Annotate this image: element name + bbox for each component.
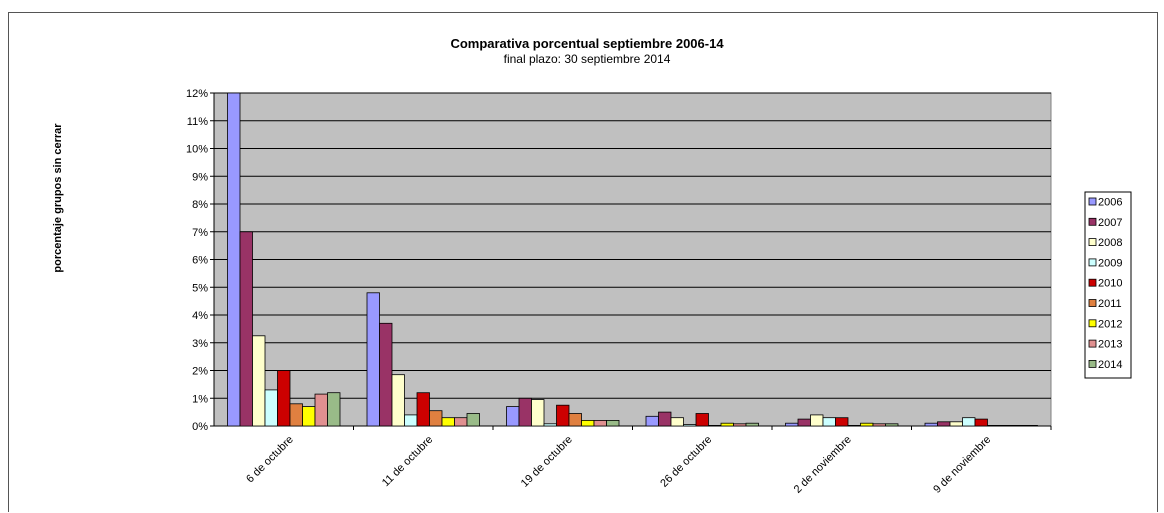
bar-2006 bbox=[786, 423, 799, 426]
legend-label-2011: 2011 bbox=[1098, 298, 1122, 310]
bar-2009 bbox=[823, 418, 836, 426]
bar-2013 bbox=[594, 420, 607, 426]
legend-swatch-2007 bbox=[1089, 218, 1096, 225]
x-tick-label: 2 de noviembre bbox=[792, 434, 854, 496]
bar-2010 bbox=[557, 405, 570, 426]
x-tick-label: 9 de noviembre bbox=[931, 434, 993, 496]
legend-swatch-2008 bbox=[1089, 239, 1096, 246]
bar-2014 bbox=[328, 393, 341, 426]
bar-2013 bbox=[455, 418, 468, 426]
y-tick-label: 6% bbox=[192, 255, 208, 267]
bar-2014 bbox=[1025, 425, 1038, 426]
y-tick-label: 2% bbox=[192, 366, 208, 378]
x-tick-label: 19 de octubre bbox=[519, 434, 575, 490]
bar-2009 bbox=[544, 424, 557, 426]
bar-2008 bbox=[253, 336, 266, 426]
bar-2009 bbox=[963, 418, 976, 426]
bar-2014 bbox=[467, 414, 480, 427]
bar-2010 bbox=[696, 414, 709, 427]
y-axis-label: porcentaje grupos sin cerrar bbox=[52, 123, 64, 273]
bar-2008 bbox=[532, 400, 545, 426]
bar-2013 bbox=[1013, 425, 1026, 426]
legend-swatch-2013 bbox=[1089, 340, 1096, 347]
y-tick-label: 12% bbox=[186, 88, 208, 100]
bar-2006 bbox=[228, 93, 241, 426]
bar-2011 bbox=[290, 404, 303, 426]
bar-2009 bbox=[684, 425, 697, 426]
bar-2007 bbox=[240, 232, 253, 426]
bar-2006 bbox=[367, 293, 380, 426]
bar-2008 bbox=[392, 375, 405, 426]
bar-2011 bbox=[430, 411, 443, 426]
bar-2009 bbox=[265, 390, 278, 426]
bar-2006 bbox=[646, 416, 659, 426]
bar-2011 bbox=[569, 414, 582, 427]
bar-2012 bbox=[303, 407, 316, 426]
y-tick-label: 7% bbox=[192, 227, 208, 239]
y-tick-label: 9% bbox=[192, 171, 208, 183]
plot-area: 0% 1% 2% 3% 4% 5% 6% 7% 8% 9% 10% 11% 12% 6 de octubr… bbox=[186, 88, 1051, 496]
chart-svg: Comparativa porcentual septiembre 2006-1… bbox=[9, 13, 1159, 513]
legend-swatch-2010 bbox=[1089, 279, 1096, 286]
y-tick-label: 0% bbox=[192, 421, 208, 433]
bar-2008 bbox=[950, 422, 963, 426]
bar-2014 bbox=[886, 424, 899, 426]
legend-label-2009: 2009 bbox=[1098, 257, 1122, 269]
legend: 2006 2007 2008 2009 2010 2011 2012 2013 2014 bbox=[1085, 192, 1131, 378]
y-tick-label: 10% bbox=[186, 144, 208, 156]
y-tick-label: 5% bbox=[192, 282, 208, 294]
y-tick-label: 8% bbox=[192, 199, 208, 211]
bar-2006 bbox=[507, 407, 520, 426]
bar-2012 bbox=[582, 420, 595, 426]
bar-2012 bbox=[861, 423, 874, 426]
bar-2010 bbox=[975, 419, 988, 426]
legend-swatch-2011 bbox=[1089, 300, 1096, 307]
chart-frame: Comparativa porcentual septiembre 2006-1… bbox=[8, 12, 1158, 512]
chart-title: Comparativa porcentual septiembre 2006-1… bbox=[450, 36, 724, 51]
legend-label-2012: 2012 bbox=[1098, 318, 1122, 330]
bar-2013 bbox=[315, 394, 328, 426]
bar-2010 bbox=[417, 393, 430, 426]
bar-2011 bbox=[988, 425, 1001, 426]
legend-label-2010: 2010 bbox=[1098, 278, 1122, 290]
legend-swatch-2006 bbox=[1089, 198, 1096, 205]
bar-2007 bbox=[519, 398, 532, 426]
bar-2008 bbox=[671, 418, 684, 426]
legend-label-2006: 2006 bbox=[1098, 197, 1122, 209]
bar-2007 bbox=[380, 323, 393, 426]
legend-label-2013: 2013 bbox=[1098, 339, 1122, 351]
bar-2010 bbox=[278, 371, 291, 427]
legend-swatch-2009 bbox=[1089, 259, 1096, 266]
bar-2012 bbox=[721, 423, 734, 426]
bar-2007 bbox=[659, 412, 672, 426]
y-tick-label: 11% bbox=[187, 116, 208, 128]
x-tick-label: 26 de octubre bbox=[658, 434, 714, 490]
bar-2006 bbox=[925, 423, 938, 426]
bar-2011 bbox=[709, 425, 722, 426]
bar-2012 bbox=[442, 418, 455, 426]
chart-subtitle: final plazo: 30 septiembre 2014 bbox=[504, 52, 671, 66]
bar-2007 bbox=[938, 422, 951, 426]
bar-2008 bbox=[811, 415, 824, 426]
legend-label-2014: 2014 bbox=[1098, 359, 1122, 371]
bar-2011 bbox=[848, 425, 861, 426]
bar-2013 bbox=[734, 424, 747, 426]
bar-2013 bbox=[873, 424, 886, 426]
bar-2010 bbox=[836, 418, 849, 426]
legend-label-2007: 2007 bbox=[1098, 217, 1122, 229]
legend-label-2008: 2008 bbox=[1098, 237, 1122, 249]
legend-swatch-2014 bbox=[1089, 360, 1096, 367]
bar-2012 bbox=[1000, 425, 1013, 426]
y-tick-label: 4% bbox=[192, 310, 208, 322]
bar-2007 bbox=[798, 419, 811, 426]
bar-2014 bbox=[607, 420, 620, 426]
legend-swatch-2012 bbox=[1089, 320, 1096, 327]
x-tick-label: 6 de octubre bbox=[244, 434, 296, 486]
bar-2014 bbox=[746, 423, 759, 426]
y-tick-label: 3% bbox=[192, 338, 208, 350]
y-tick-label: 1% bbox=[192, 393, 208, 405]
x-tick-label: 11 de octubre bbox=[380, 434, 435, 489]
bar-2009 bbox=[405, 415, 418, 426]
